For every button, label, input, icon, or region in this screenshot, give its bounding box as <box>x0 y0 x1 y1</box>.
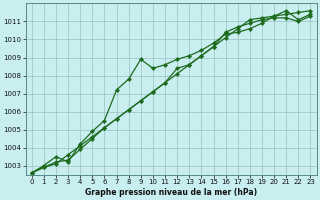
X-axis label: Graphe pression niveau de la mer (hPa): Graphe pression niveau de la mer (hPa) <box>85 188 257 197</box>
